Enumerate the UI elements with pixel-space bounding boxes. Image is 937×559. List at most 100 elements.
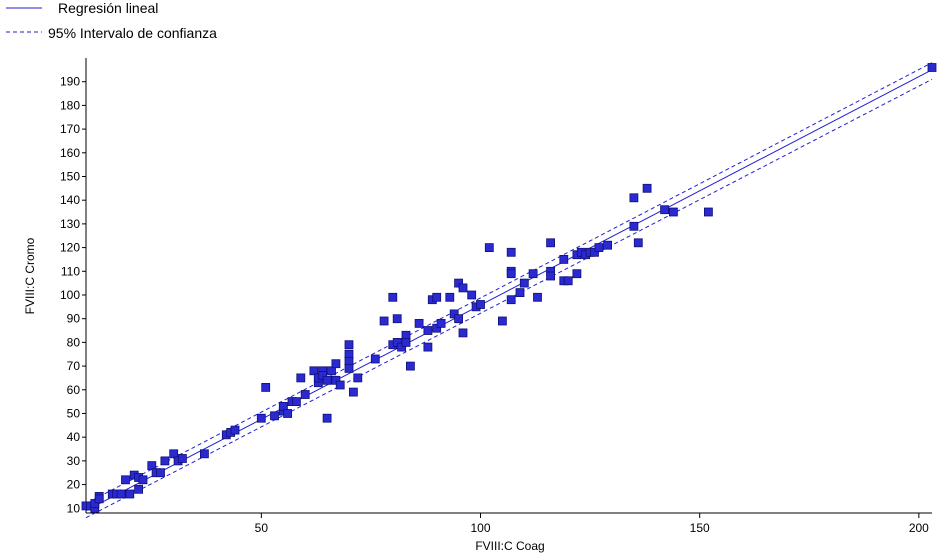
data-point — [169, 449, 179, 459]
data-point — [344, 340, 354, 350]
data-point — [335, 380, 345, 390]
data-point — [454, 314, 464, 324]
data-point — [392, 314, 402, 324]
data-point — [445, 292, 455, 302]
data-point — [432, 292, 442, 302]
data-point — [423, 326, 433, 335]
data-point — [563, 276, 573, 286]
data-point — [423, 342, 433, 352]
data-point — [497, 316, 507, 326]
data-point — [484, 243, 494, 253]
x-tick-label: 200 — [909, 521, 929, 535]
y-tick-label: 90 — [67, 312, 81, 326]
data-point — [546, 271, 555, 281]
legend: Regresión lineal 95% Intervalo de confia… — [6, 0, 217, 41]
data-point — [629, 221, 639, 231]
y-tick-label: 30 — [67, 454, 81, 468]
data-point — [467, 290, 477, 300]
x-tick-label: 50 — [255, 521, 269, 535]
data-point — [594, 243, 604, 253]
data-point — [348, 387, 358, 397]
data-point — [94, 494, 104, 504]
data-point — [629, 193, 639, 203]
data-point — [546, 238, 555, 248]
legend-label-confidence-interval: 95% Intervalo de confianza — [48, 25, 217, 41]
data-point — [125, 489, 135, 499]
y-tick-label: 40 — [67, 430, 81, 444]
data-point — [199, 449, 209, 459]
data-point — [379, 316, 389, 326]
data-point — [138, 475, 148, 485]
y-tick-label: 10 — [67, 501, 81, 515]
data-point — [704, 207, 713, 217]
data-point — [331, 359, 341, 369]
data-point — [261, 382, 271, 392]
data-point — [436, 318, 446, 328]
data-point — [603, 240, 612, 250]
y-tick-label: 140 — [60, 193, 80, 207]
y-tick-label: 110 — [61, 264, 80, 278]
data-point — [506, 247, 516, 257]
data-point — [291, 397, 301, 407]
y-tick-label: 100 — [60, 288, 80, 302]
x-tick-label: 100 — [470, 521, 490, 535]
x-axis-ticks: 50 100 150 200 — [255, 513, 929, 535]
data-points — [81, 63, 937, 513]
data-point — [572, 269, 582, 279]
data-point — [370, 354, 380, 364]
data-point — [506, 269, 516, 279]
data-point — [388, 292, 398, 302]
y-tick-label: 60 — [67, 383, 81, 397]
data-point — [401, 337, 411, 347]
data-point — [642, 183, 652, 193]
data-point — [590, 247, 599, 257]
data-point — [156, 468, 165, 478]
data-point — [121, 475, 130, 485]
y-tick-label: 160 — [60, 146, 80, 160]
y-tick-label: 150 — [60, 169, 80, 183]
y-tick-label: 80 — [67, 335, 81, 349]
y-axis-ticks: 10 20 30 40 50 60 70 80 90 100 110 120 130 140 150 160 1… — [60, 75, 86, 515]
data-point — [283, 409, 293, 418]
y-tick-label: 20 — [67, 478, 81, 492]
data-point — [300, 390, 310, 399]
data-point — [927, 63, 937, 72]
y-tick-label: 120 — [60, 241, 80, 255]
data-point — [116, 489, 126, 499]
data-point — [177, 454, 187, 463]
data-point — [458, 328, 468, 338]
data-point — [528, 269, 538, 279]
data-point — [660, 205, 669, 215]
data-point — [559, 254, 569, 264]
legend-label-regression: Regresión lineal — [58, 0, 158, 16]
data-point — [230, 425, 240, 435]
x-tick-label: 150 — [690, 521, 710, 535]
data-point — [296, 373, 306, 383]
x-axis-title: FVIII:C Coag — [475, 539, 544, 553]
data-point — [134, 484, 144, 494]
regression-line — [85, 69, 933, 512]
ci-upper-line — [85, 62, 933, 504]
data-point — [515, 288, 525, 298]
data-point — [633, 238, 643, 248]
data-point — [405, 361, 415, 371]
y-tick-label: 70 — [67, 359, 81, 373]
y-tick-label: 190 — [60, 75, 80, 89]
y-tick-label: 50 — [67, 406, 81, 420]
y-axis-title: FVIII:C Cromo — [23, 237, 37, 314]
y-tick-label: 130 — [60, 217, 80, 231]
data-point — [669, 207, 678, 217]
regression-lines — [85, 62, 933, 519]
data-point — [414, 318, 424, 328]
data-point — [476, 300, 485, 309]
data-point — [344, 363, 354, 373]
data-point — [533, 292, 542, 302]
y-tick-label: 180 — [60, 98, 80, 112]
data-point — [256, 413, 266, 423]
data-point — [322, 413, 332, 423]
data-point — [519, 278, 529, 288]
data-point — [458, 283, 468, 293]
y-tick-label: 170 — [60, 122, 80, 136]
